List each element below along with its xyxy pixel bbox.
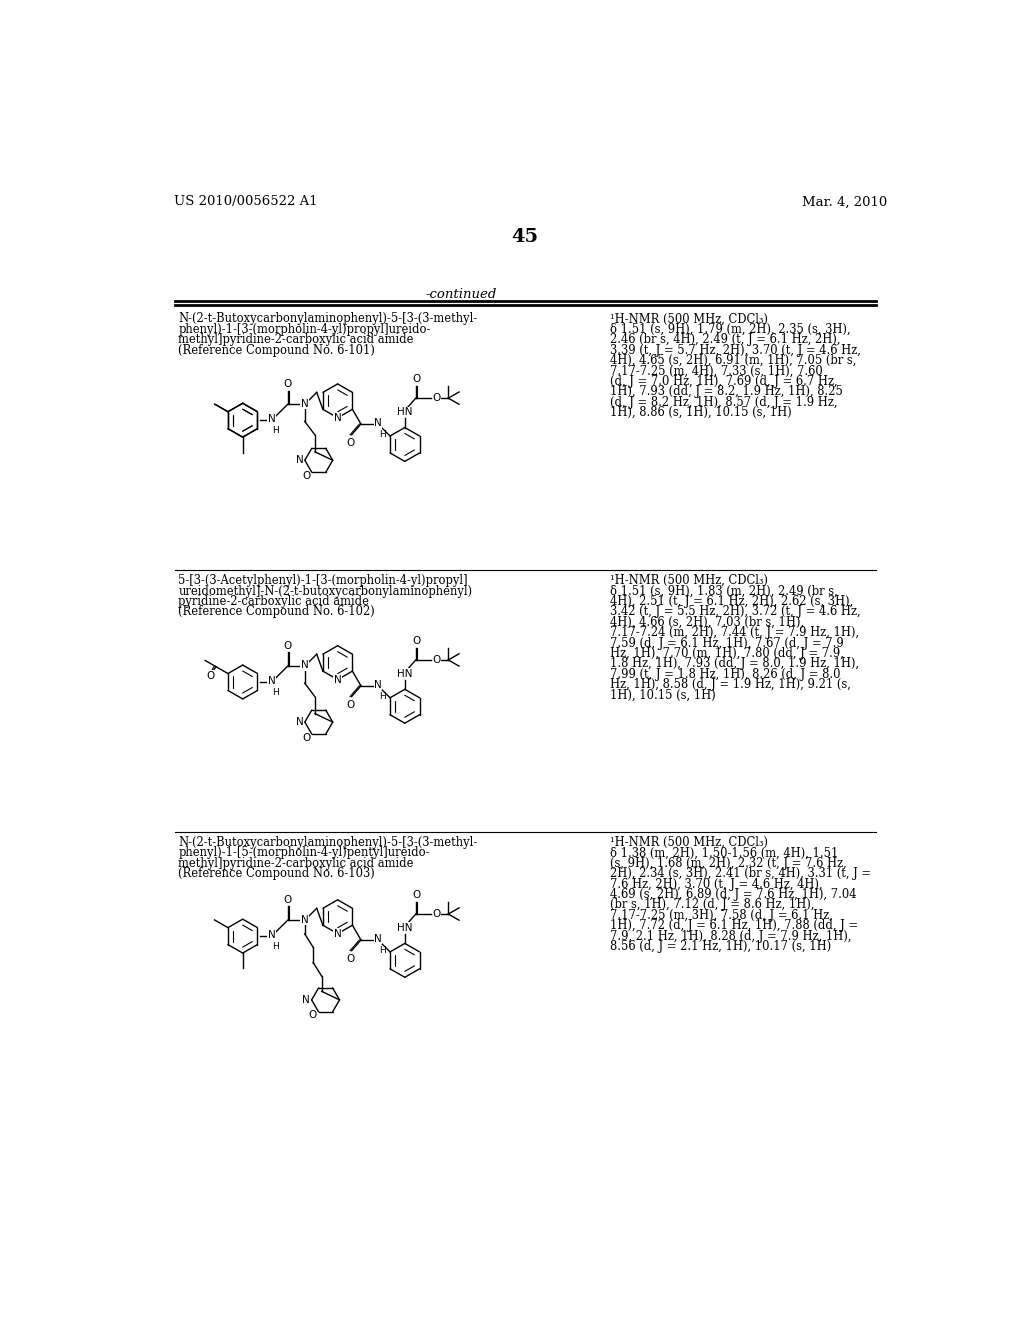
Text: HN: HN — [397, 407, 413, 417]
Text: 7.9, 2.1 Hz, 1H), 8.28 (d, J = 7.9 Hz, 1H),: 7.9, 2.1 Hz, 1H), 8.28 (d, J = 7.9 Hz, 1… — [610, 929, 852, 942]
Text: N: N — [268, 931, 275, 940]
Text: N: N — [334, 675, 342, 685]
Text: 7.59 (d, J = 6.1 Hz, 1H), 7.67 (d, J = 7.9: 7.59 (d, J = 6.1 Hz, 1H), 7.67 (d, J = 7… — [610, 636, 844, 649]
Text: O: O — [346, 438, 354, 447]
Text: methyl]pyridine-2-carboxylic acid amide: methyl]pyridine-2-carboxylic acid amide — [178, 857, 414, 870]
Text: δ 1.51 (s, 9H), 1.83 (m, 2H), 2.49 (br s,: δ 1.51 (s, 9H), 1.83 (m, 2H), 2.49 (br s… — [610, 585, 838, 598]
Text: O: O — [302, 733, 310, 743]
Text: 7.99 (t, J = 1.8 Hz, 1H), 8.26 (d, J = 8.0: 7.99 (t, J = 1.8 Hz, 1H), 8.26 (d, J = 8… — [610, 668, 841, 681]
Text: H: H — [380, 692, 386, 701]
Text: N: N — [374, 935, 382, 944]
Text: (d, J = 8.2 Hz, 1H), 8.57 (d, J = 1.9 Hz,: (d, J = 8.2 Hz, 1H), 8.57 (d, J = 1.9 Hz… — [610, 396, 838, 409]
Text: N: N — [268, 414, 275, 425]
Text: phenyl)-1-[5-(morpholin-4-yl)pentyl]ureido-: phenyl)-1-[5-(morpholin-4-yl)pentyl]urei… — [178, 846, 430, 859]
Text: 1H), 7.93 (dd, J = 8.2, 1.9 Hz, 1H), 8.25: 1H), 7.93 (dd, J = 8.2, 1.9 Hz, 1H), 8.2… — [610, 385, 843, 399]
Text: H: H — [380, 430, 386, 440]
Text: N: N — [374, 418, 382, 428]
Text: O: O — [346, 954, 354, 964]
Text: O: O — [433, 655, 441, 665]
Text: pyridine-2-carboxylic acid amide: pyridine-2-carboxylic acid amide — [178, 595, 370, 609]
Text: (br s, 1H), 7.12 (d, J = 8.6 Hz, 1H),: (br s, 1H), 7.12 (d, J = 8.6 Hz, 1H), — [610, 899, 814, 911]
Text: methyl]pyridine-2-carboxylic acid amide: methyl]pyridine-2-carboxylic acid amide — [178, 333, 414, 346]
Text: 2.46 (br s, 4H), 2.49 (t, J = 6.1 Hz, 2H),: 2.46 (br s, 4H), 2.49 (t, J = 6.1 Hz, 2H… — [610, 333, 841, 346]
Text: ¹H-NMR (500 MHz, CDCl₃): ¹H-NMR (500 MHz, CDCl₃) — [610, 836, 768, 849]
Text: N: N — [334, 929, 342, 939]
Text: (d, J = 7.0 Hz, 1H), 7.69 (d, J = 6.7 Hz,: (d, J = 7.0 Hz, 1H), 7.69 (d, J = 6.7 Hz… — [610, 375, 838, 388]
Text: N: N — [334, 413, 342, 422]
Text: O: O — [284, 379, 292, 389]
Text: N-(2-t-Butoxycarbonylaminophenyl)-5-[3-(3-methyl-: N-(2-t-Butoxycarbonylaminophenyl)-5-[3-(… — [178, 313, 477, 326]
Text: N: N — [302, 995, 310, 1005]
Text: 1H), 7.72 (d, J = 6.1 Hz, 1H), 7.88 (dd, J =: 1H), 7.72 (d, J = 6.1 Hz, 1H), 7.88 (dd,… — [610, 919, 858, 932]
Text: 4H), 4.66 (s, 2H), 7.03 (br s, 1H),: 4H), 4.66 (s, 2H), 7.03 (br s, 1H), — [610, 615, 804, 628]
Text: US 2010/0056522 A1: US 2010/0056522 A1 — [174, 195, 318, 209]
Text: 7.17-7.24 (m, 2H), 7.44 (t, J = 7.9 Hz, 1H),: 7.17-7.24 (m, 2H), 7.44 (t, J = 7.9 Hz, … — [610, 626, 859, 639]
Text: O: O — [433, 909, 441, 919]
Text: ¹H-NMR (500 MHz, CDCl₃): ¹H-NMR (500 MHz, CDCl₃) — [610, 313, 768, 326]
Text: Hz, 1H), 7.70 (m, 1H), 7.80 (dd, J = 7.9,: Hz, 1H), 7.70 (m, 1H), 7.80 (dd, J = 7.9… — [610, 647, 844, 660]
Text: O: O — [284, 640, 292, 651]
Text: O: O — [346, 700, 354, 710]
Text: O: O — [284, 895, 292, 906]
Text: (Reference Compound No. 6-102): (Reference Compound No. 6-102) — [178, 606, 375, 618]
Text: 4H), 2.51 (t, J = 6.1 Hz, 2H), 2.62 (s, 3H),: 4H), 2.51 (t, J = 6.1 Hz, 2H), 2.62 (s, … — [610, 595, 853, 609]
Text: Mar. 4, 2010: Mar. 4, 2010 — [802, 195, 888, 209]
Text: 8.56 (d, J = 2.1 Hz, 1H), 10.17 (s, 1H): 8.56 (d, J = 2.1 Hz, 1H), 10.17 (s, 1H) — [610, 940, 831, 953]
Text: Hz, 1H), 8.58 (d, J = 1.9 Hz, 1H), 9.21 (s,: Hz, 1H), 8.58 (d, J = 1.9 Hz, 1H), 9.21 … — [610, 678, 851, 692]
Text: 1H), 10.15 (s, 1H): 1H), 10.15 (s, 1H) — [610, 689, 716, 701]
Text: N: N — [296, 717, 303, 727]
Text: HN: HN — [397, 668, 413, 678]
Text: 7.17-7.25 (m, 3H), 7.58 (d, J = 6.1 Hz,: 7.17-7.25 (m, 3H), 7.58 (d, J = 6.1 Hz, — [610, 908, 833, 921]
Text: O: O — [433, 393, 441, 403]
Text: N: N — [301, 399, 308, 409]
Text: H: H — [272, 426, 280, 436]
Text: 7.6 Hz, 2H), 3.70 (t, J = 4.6 Hz, 4H),: 7.6 Hz, 2H), 3.70 (t, J = 4.6 Hz, 4H), — [610, 878, 822, 891]
Text: N-(2-t-Butoxycarbonylaminophenyl)-5-[3-(3-methyl-: N-(2-t-Butoxycarbonylaminophenyl)-5-[3-(… — [178, 836, 477, 849]
Text: H: H — [380, 946, 386, 956]
Text: N: N — [301, 915, 308, 924]
Text: 3.42 (t, J = 5.5 Hz, 2H), 3.72 (t, J = 4.6 Hz,: 3.42 (t, J = 5.5 Hz, 2H), 3.72 (t, J = 4… — [610, 606, 861, 618]
Text: O: O — [309, 1010, 317, 1020]
Text: 3.39 (t, J = 5.7 Hz, 2H), 3.70 (t, J = 4.6 Hz,: 3.39 (t, J = 5.7 Hz, 2H), 3.70 (t, J = 4… — [610, 343, 861, 356]
Text: 2H), 2.34 (s, 3H), 2.41 (br s, 4H), 3.31 (t, J =: 2H), 2.34 (s, 3H), 2.41 (br s, 4H), 3.31… — [610, 867, 871, 880]
Text: (Reference Compound No. 6-103): (Reference Compound No. 6-103) — [178, 867, 375, 880]
Text: 4H), 4.65 (s, 2H), 6.91 (m, 1H), 7.05 (br s,: 4H), 4.65 (s, 2H), 6.91 (m, 1H), 7.05 (b… — [610, 354, 856, 367]
Text: 4.69 (s, 2H), 6.89 (d, J = 7.6 Hz, 1H), 7.04: 4.69 (s, 2H), 6.89 (d, J = 7.6 Hz, 1H), … — [610, 888, 856, 902]
Text: -continued: -continued — [426, 288, 497, 301]
Text: O: O — [413, 375, 421, 384]
Text: (Reference Compound No. 6-101): (Reference Compound No. 6-101) — [178, 343, 375, 356]
Text: O: O — [302, 471, 310, 480]
Text: N: N — [301, 660, 308, 671]
Text: δ 1.51 (s, 9H), 1.79 (m, 2H), 2.35 (s, 3H),: δ 1.51 (s, 9H), 1.79 (m, 2H), 2.35 (s, 3… — [610, 323, 851, 335]
Text: 1H), 8.86 (s, 1H), 10.15 (s, 1H): 1H), 8.86 (s, 1H), 10.15 (s, 1H) — [610, 407, 792, 418]
Text: O: O — [206, 671, 215, 681]
Text: 7.17-7.25 (m, 4H), 7.33 (s, 1H), 7.60: 7.17-7.25 (m, 4H), 7.33 (s, 1H), 7.60 — [610, 364, 823, 378]
Text: O: O — [413, 890, 421, 900]
Text: ureidomethyl]-N-(2-t-butoxycarbonylaminophenyl): ureidomethyl]-N-(2-t-butoxycarbonylamino… — [178, 585, 472, 598]
Text: HN: HN — [397, 923, 413, 933]
Text: δ 1.38 (m, 2H), 1.50-1.56 (m, 4H), 1.51: δ 1.38 (m, 2H), 1.50-1.56 (m, 4H), 1.51 — [610, 846, 839, 859]
Text: 45: 45 — [511, 227, 539, 246]
Text: (s, 9H), 1.68 (m, 2H), 2.32 (t, J = 7.6 Hz,: (s, 9H), 1.68 (m, 2H), 2.32 (t, J = 7.6 … — [610, 857, 847, 870]
Text: H: H — [272, 688, 280, 697]
Text: 1.8 Hz, 1H), 7.93 (dd, J = 8.0, 1.9 Hz, 1H),: 1.8 Hz, 1H), 7.93 (dd, J = 8.0, 1.9 Hz, … — [610, 657, 859, 671]
Text: N: N — [374, 680, 382, 690]
Text: phenyl)-1-[3-(morpholin-4-yl)propyl]ureido-: phenyl)-1-[3-(morpholin-4-yl)propyl]urei… — [178, 323, 431, 335]
Text: O: O — [413, 636, 421, 645]
Text: N: N — [268, 676, 275, 686]
Text: ¹H-NMR (500 MHz, CDCl₃): ¹H-NMR (500 MHz, CDCl₃) — [610, 574, 768, 587]
Text: N: N — [296, 455, 303, 465]
Text: 5-[3-(3-Acetylphenyl)-1-[3-(morpholin-4-yl)propyl]: 5-[3-(3-Acetylphenyl)-1-[3-(morpholin-4-… — [178, 574, 468, 587]
Text: H: H — [272, 942, 280, 952]
